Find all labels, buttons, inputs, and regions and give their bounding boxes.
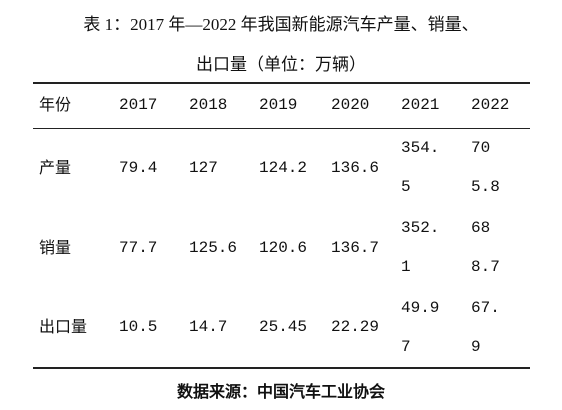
value-cell: 79.4 xyxy=(119,158,158,177)
data-table: 年份 2017 2018 2019 2020 2021 2022 产量 79.4 127 124.… xyxy=(33,82,530,369)
table-body: 产量 79.4 127 124.2 136.6 354.5 705.8 销量 77.7 125.6… xyxy=(33,128,530,368)
value-cell: 125.6 xyxy=(189,238,238,257)
value-cell: 10.5 xyxy=(119,318,158,336)
value-cell: 67.9 xyxy=(471,298,500,356)
table-row: 产量 79.4 127 124.2 136.6 354.5 705.8 xyxy=(33,128,530,208)
value-cell: 14.7 xyxy=(189,318,228,336)
row-label: 产量 xyxy=(39,159,72,177)
value-cell: 25.45 xyxy=(259,318,308,336)
value-cell: 136.6 xyxy=(331,158,380,177)
value-cell: 22.29 xyxy=(331,318,380,336)
header-cell: 2018 xyxy=(189,96,228,115)
header-cell: 2020 xyxy=(331,96,370,115)
row-label: 销量 xyxy=(39,239,72,257)
source-note: 数据来源：中国汽车工业协会 xyxy=(176,384,385,401)
value-cell: 354.5 xyxy=(401,139,440,197)
header-cell: 2019 xyxy=(259,96,298,115)
row-label: 出口量 xyxy=(39,319,88,336)
header-cell: 2021 xyxy=(401,96,440,115)
value-cell: 124.2 xyxy=(259,158,308,177)
value-cell: 136.7 xyxy=(331,238,380,257)
header-cell: 年份 xyxy=(39,97,72,115)
value-cell: 705.8 xyxy=(471,139,500,197)
value-cell: 49.97 xyxy=(401,298,440,356)
value-cell: 127 xyxy=(189,158,218,177)
value-cell: 77.7 xyxy=(119,238,158,257)
table-row: 销量 77.7 125.6 120.6 136.7 352.1 688.7 xyxy=(33,208,530,288)
value-cell: 120.6 xyxy=(259,238,308,257)
value-cell: 688.7 xyxy=(471,219,500,276)
value-cell: 352.1 xyxy=(401,219,440,276)
table-row: 出口量 10.5 14.7 25.45 22.29 49.97 67.9 xyxy=(33,288,530,368)
header-row: 年份 2017 2018 2019 2020 2021 2022 xyxy=(33,83,530,128)
header-cell: 2022 xyxy=(471,96,510,115)
table-title: 表 1：2017 年—2022 年我国新能源汽车产量、销量、 xyxy=(83,15,479,34)
table-title: 出口量（单位：万辆） xyxy=(196,55,366,74)
table-head: 年份 2017 2018 2019 2020 2021 2022 xyxy=(33,83,530,128)
header-cell: 2017 xyxy=(119,96,158,115)
